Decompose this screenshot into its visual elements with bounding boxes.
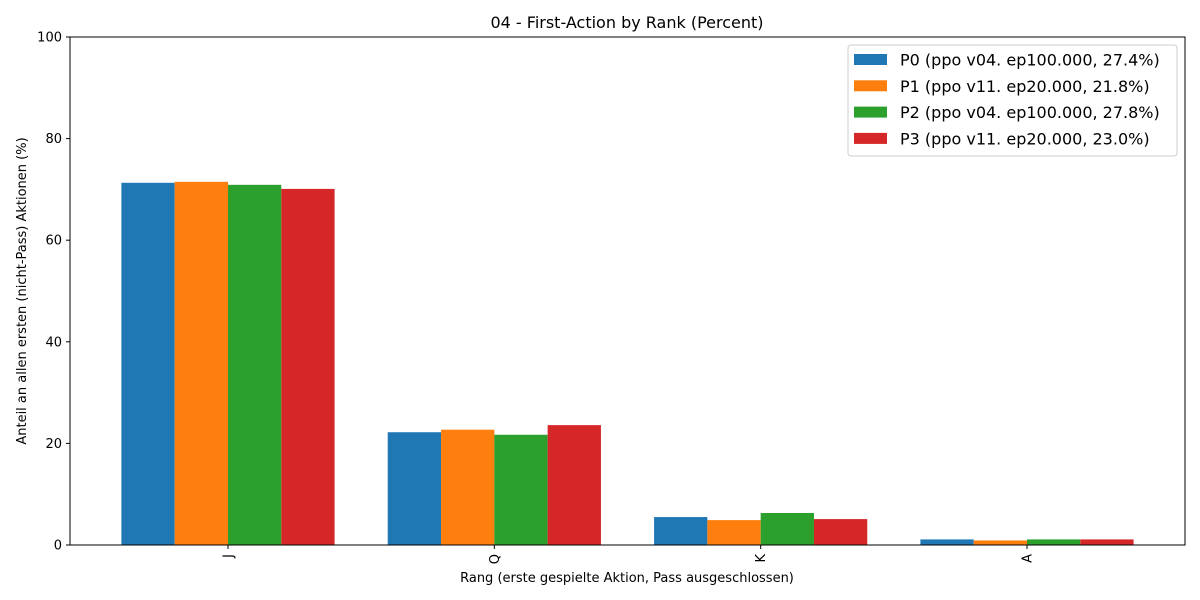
- legend-label: P0 (ppo v04. ep100.000, 27.4%): [900, 51, 1160, 70]
- bar-a-p3: [1080, 539, 1134, 545]
- y-axis: 0 20 40 60 80 100: [37, 31, 70, 554]
- bar-j-p3: [281, 188, 335, 545]
- bar-k-p3: [813, 519, 868, 545]
- x-tick-label: J: [222, 554, 237, 559]
- bar-q-p1: [441, 429, 495, 545]
- x-axis-label: Rang (erste gespielte Aktion, Pass ausge…: [460, 571, 794, 586]
- y-axis-label: Anteil an allen ersten (nicht-Pass) Akti…: [15, 137, 30, 444]
- chart-title: 04 - First-Action by Rank (Percent): [490, 13, 763, 32]
- y-tick-label: 80: [45, 132, 62, 147]
- bar-q-p2: [494, 434, 548, 545]
- legend-label: P1 (ppo v11. ep20.000, 21.8%): [900, 77, 1150, 96]
- x-tick-label: A: [1021, 554, 1036, 563]
- bars-group: [121, 181, 1134, 545]
- bar-k-p2: [760, 512, 814, 545]
- y-tick-label: 60: [45, 234, 62, 249]
- legend-label: P3 (ppo v11. ep20.000, 23.0%): [900, 129, 1150, 148]
- y-tick-label: 20: [45, 437, 62, 452]
- legend-swatch: [854, 54, 887, 65]
- legend: P0 (ppo v04. ep100.000, 27.4%) P1 (ppo v1…: [847, 44, 1178, 157]
- y-tick-label: 0: [54, 539, 62, 554]
- bar-q-p3: [547, 425, 601, 545]
- y-tick-label: 100: [37, 31, 62, 46]
- legend-swatch: [854, 106, 887, 118]
- y-tick-label: 40: [45, 335, 62, 350]
- legend-swatch: [854, 132, 887, 144]
- bar-j-p0: [121, 182, 175, 545]
- legend-swatch: [854, 80, 887, 92]
- bar-k-p1: [707, 520, 761, 545]
- plot-frame: [69, 36, 1186, 546]
- x-tick-label: K: [754, 554, 769, 563]
- x-tick-label: Q: [488, 554, 503, 564]
- legend-label: P2 (ppo v04. ep100.000, 27.8%): [900, 103, 1160, 122]
- bar-a-p2: [1027, 539, 1081, 545]
- bar-a-p0: [920, 539, 974, 545]
- bar-q-p0: [387, 432, 442, 545]
- bar-k-p0: [654, 517, 708, 545]
- bar-j-p2: [228, 184, 282, 545]
- legend-box: [847, 44, 1178, 157]
- bar-a-p1: [973, 540, 1027, 545]
- bar-j-p1: [174, 181, 228, 545]
